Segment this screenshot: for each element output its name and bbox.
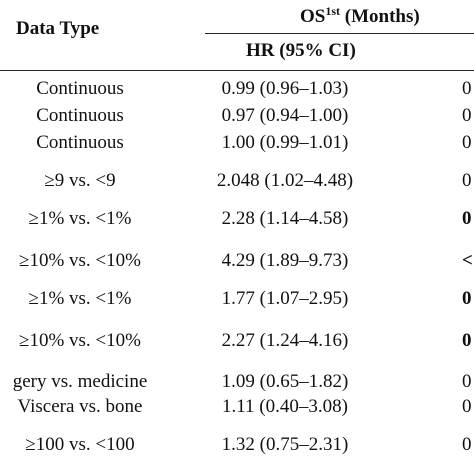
os-header-rule [205, 33, 474, 34]
data-type-cell: ≥9 vs. <9 [44, 170, 116, 191]
hr-ci-cell: 2.28 (1.14–4.58) [221, 208, 349, 229]
data-type-cell: Viscera vs. bone [17, 396, 143, 417]
hr-ci-cell: 1.77 (1.07–2.95) [221, 288, 349, 309]
data-type-cell: ≥1% vs. <1% [28, 208, 132, 229]
hr-ci-cell: 1.00 (0.99–1.01) [221, 132, 349, 153]
data-type-cell: Continuous [36, 132, 124, 153]
os-label: OS [300, 6, 326, 27]
p-value-cell: 0 [462, 371, 472, 392]
data-type-cell: ≥10% vs. <10% [19, 330, 141, 351]
p-value-cell: 0 [462, 132, 472, 153]
p-value-cell: 0 [462, 330, 472, 351]
data-type-header: Data Type [16, 18, 100, 39]
p-value-cell: 0 [462, 170, 472, 191]
data-type-cell: ≥1% vs. <1% [28, 288, 132, 309]
hr-ci-cell: 4.29 (1.89–9.73) [221, 250, 349, 271]
hr-ci-cell: 1.32 (0.75–2.31) [221, 434, 349, 455]
header-bottom-rule [0, 70, 474, 71]
hr-ci-cell: 1.11 (0.40–3.08) [222, 396, 348, 417]
p-value-cell: 0 [462, 434, 472, 455]
p-value-cell: 0 [462, 288, 472, 309]
hr-ci-cell: 2.048 (1.02–4.48) [216, 170, 354, 191]
p-value-cell: 0 [462, 396, 472, 417]
os-header: OS1st (Months) [300, 4, 420, 28]
data-type-cell: Continuous [36, 105, 124, 126]
os-unit: (Months) [340, 6, 420, 27]
data-type-cell: gery vs. medicine [12, 371, 148, 392]
hr-ci-cell: 2.27 (1.24–4.16) [221, 330, 349, 351]
data-type-cell: ≥100 vs. <100 [25, 434, 135, 455]
p-value-cell: 0 [462, 78, 472, 99]
hr-ci-header: HR (95% CI) [246, 40, 356, 61]
p-value-cell: < [462, 250, 473, 271]
p-value-cell: 0 [462, 208, 472, 229]
os-superscript: 1st [325, 4, 341, 18]
data-type-cell: Continuous [36, 78, 124, 99]
data-type-cell: ≥10% vs. <10% [19, 250, 141, 271]
hr-ci-cell: 0.97 (0.94–1.00) [221, 105, 349, 126]
p-value-cell: 0 [462, 105, 472, 126]
hr-ci-cell: 1.09 (0.65–1.82) [221, 371, 349, 392]
hr-ci-cell: 0.99 (0.96–1.03) [221, 78, 349, 99]
